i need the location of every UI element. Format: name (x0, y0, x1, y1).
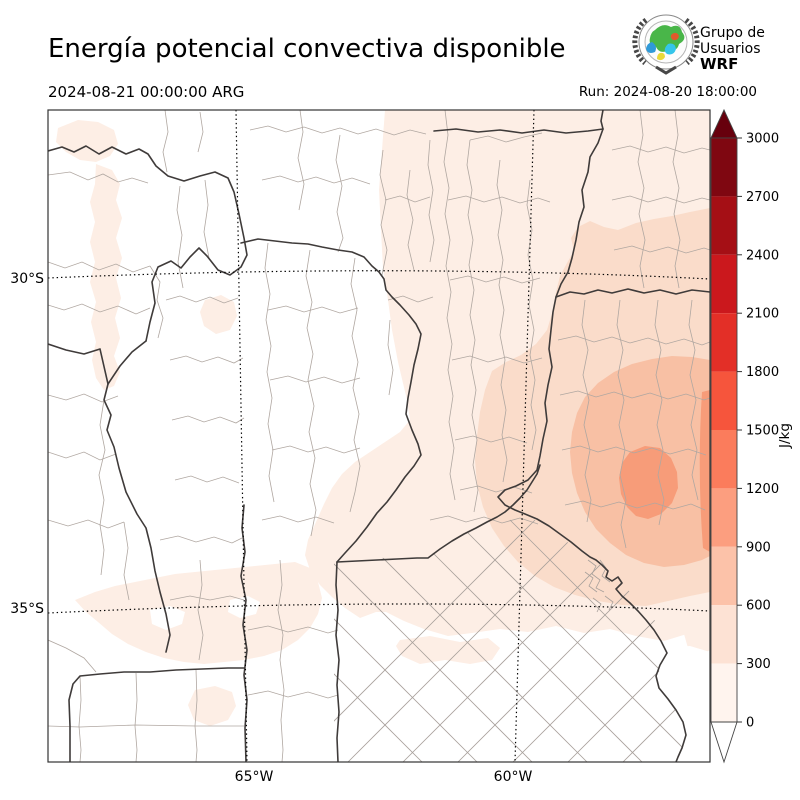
svg-text:2100: 2100 (746, 307, 779, 322)
colorbar-units-label: J/kg (777, 423, 793, 449)
x-tick-65w: 65°W (235, 769, 274, 785)
valid-time-label: 2024-08-21 00:00:00 ARG (48, 83, 244, 101)
wrf-globe-icon (632, 14, 700, 75)
page-title: Energía potencial convectiva disponible (48, 34, 566, 64)
colorbar-segment (711, 196, 737, 255)
colorbar-segment (711, 488, 737, 547)
svg-text:2700: 2700 (746, 190, 779, 205)
colorbar-segment (711, 313, 737, 372)
svg-text:0: 0 (746, 716, 754, 731)
longitude-65w-line (235, 110, 248, 762)
colorbar-segment (711, 663, 737, 722)
city-cluster-boundaries (584, 559, 614, 613)
svg-text:300: 300 (746, 657, 771, 672)
graticule-lines (48, 110, 710, 762)
svg-text:1200: 1200 (746, 482, 779, 497)
svg-text:1800: 1800 (746, 365, 779, 380)
colorbar-segment (711, 430, 737, 489)
colorbar-over-arrow (710, 108, 738, 139)
colorbar-tickmarks (737, 137, 742, 723)
svg-text:900: 900 (746, 540, 771, 555)
colorbar-segment (711, 546, 737, 606)
logo-line-2: Usuarios (700, 41, 761, 57)
logo-line-1: Grupo de (700, 25, 765, 41)
department-boundaries (48, 110, 710, 762)
logo-line-3: WRF (700, 55, 738, 73)
svg-text:2400: 2400 (746, 248, 779, 263)
wrf-logo-text: Grupo de Usuarios WRF (700, 25, 765, 73)
longitude-60w-line (514, 110, 535, 762)
svg-text:1500: 1500 (746, 424, 779, 439)
colorbar-segment (711, 254, 737, 314)
colorbar-tick-labels: 3000 2700 2400 2100 1800 1500 1200 900 6… (746, 132, 779, 731)
colorbar: 3000 2700 2400 2100 1800 1500 1200 900 6… (710, 108, 793, 764)
map-canvas (48, 110, 710, 762)
y-tick-30s: 30°S (10, 271, 44, 287)
colorbar-segment (711, 371, 737, 430)
y-tick-35s: 35°S (10, 601, 44, 617)
x-tick-60w: 60°W (494, 769, 533, 785)
svg-text:600: 600 (746, 599, 771, 614)
svg-text:3000: 3000 (746, 132, 779, 147)
province-boundaries (48, 110, 710, 762)
colorbar-segment (711, 138, 737, 197)
map-frame (47, 109, 711, 763)
colorbar-segment (711, 605, 737, 664)
run-time-label: Run: 2024-08-20 18:00:00 (579, 84, 757, 100)
colorbar-under-arrow (710, 721, 738, 764)
